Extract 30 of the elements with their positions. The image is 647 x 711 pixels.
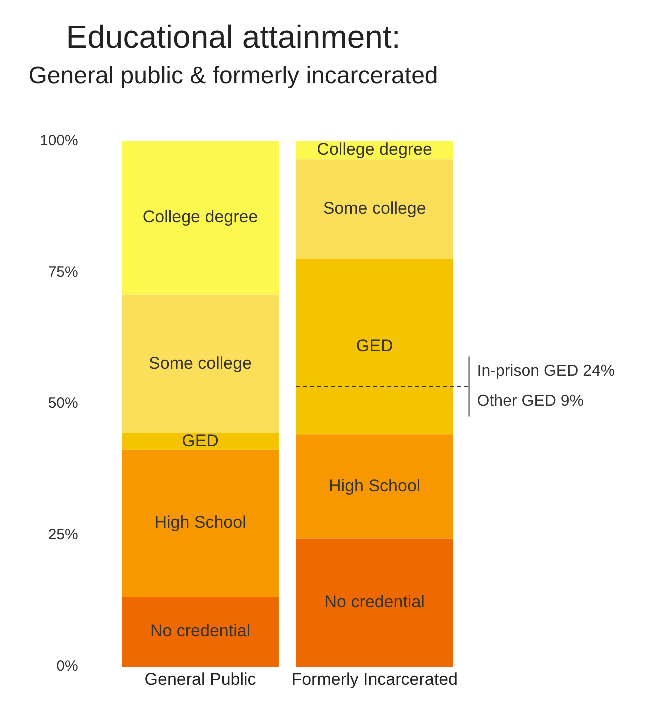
x-tick-label: General Public <box>144 670 257 689</box>
y-tick-label: 25% <box>48 526 78 544</box>
bar <box>296 160 454 260</box>
bar <box>296 538 454 667</box>
series-label: High School <box>154 513 246 532</box>
text: Some college <box>323 199 426 218</box>
text: High School <box>329 476 421 496</box>
bar <box>122 294 279 434</box>
series-label: No credential <box>150 622 251 641</box>
series-label: College degree <box>317 140 432 160</box>
bar <box>122 597 279 667</box>
y-tick-label: 75% <box>48 264 78 281</box>
chart-title: Educational attainment: <box>66 19 401 56</box>
y-tick-label: 100% <box>40 132 78 150</box>
text: Other GED 9% <box>477 393 584 410</box>
text: No credential <box>324 592 425 612</box>
bar <box>296 260 454 435</box>
text: GED <box>356 336 394 356</box>
series-label: GED <box>182 431 219 450</box>
chart-subtitle: General public & formerly incarcerated <box>28 62 438 90</box>
series-label: Some college <box>149 354 252 373</box>
y-tick-label: 0% <box>56 658 78 676</box>
bar <box>296 434 454 539</box>
y-tick-label: 50% <box>48 395 78 412</box>
text: College degree <box>142 208 258 227</box>
bar <box>122 434 279 450</box>
bar <box>122 450 279 598</box>
text: In-prison GED 24% <box>477 363 616 380</box>
bar <box>122 141 279 295</box>
x-tick-label: Formerly Incarcerated <box>292 670 458 689</box>
